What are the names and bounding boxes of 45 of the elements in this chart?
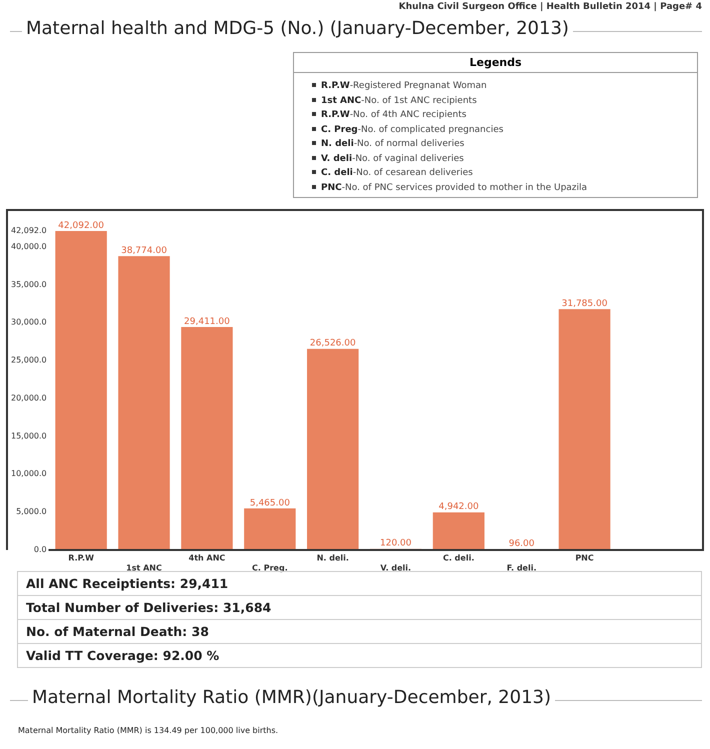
data-label: 26,526.00 <box>310 338 356 349</box>
text: All ANC Receiptients: 29,411 <box>17 571 702 596</box>
y-tick-label: 30,000.0 <box>11 318 47 327</box>
data-label: 4,942.00 <box>438 502 479 512</box>
data-label: 31,785.00 <box>562 298 608 309</box>
x-tick-label: C. deli. <box>442 554 474 563</box>
text: Maternal Mortality Ratio (MMR)(January-December, 2013) <box>28 687 556 708</box>
y-tick-label: 15,000.0 <box>11 431 47 440</box>
y-tick-label: 42,092.0 <box>11 226 47 236</box>
text: R.P.W-Registered Pregnanat Woman <box>320 80 488 93</box>
x-tick-label: 1st ANC <box>126 563 162 572</box>
text: Total Number of Deliveries: 31,684 <box>17 596 702 620</box>
data-label: 29,411.00 <box>184 316 230 327</box>
y-tick-label: 10,000.0 <box>11 469 47 478</box>
text: R.P.W-No. of 4th ANC recipients <box>320 109 468 122</box>
data-label: 96.00 <box>508 538 535 549</box>
text: V. deli-No. of vaginal deliveries <box>320 152 465 166</box>
text: C. deli-No. of cesarean deliveries <box>320 167 474 180</box>
y-tick-label: 40,000.0 <box>11 242 47 251</box>
y-tick-label: 5,000.0 <box>16 507 47 516</box>
chart-title: Maternal health and MDG-5 (No.) (January-December, 2013) <box>22 18 573 39</box>
y-tick-label: 0.0 <box>34 544 47 554</box>
legend-title: Legends <box>294 53 697 73</box>
data-label: 5,465.00 <box>250 498 290 508</box>
data-label: 42,092.00 <box>58 220 104 231</box>
y-tick-label: 25,000.0 <box>11 356 47 365</box>
x-tick-label: N. deli. <box>316 554 349 563</box>
x-tick-label: 4th ANC <box>188 554 226 563</box>
text: 1st ANC-No. of 1st ANC recipients <box>320 94 478 108</box>
data-label: 120.00 <box>380 538 412 549</box>
y-tick-label: 20,000.0 <box>11 393 47 402</box>
text: N. deli-No. of normal deliveries <box>320 138 466 151</box>
text: Maternal Mortality Ratio (MMR) is 134.49 per 100,000 live births. <box>18 726 278 735</box>
x-tick-label: PNC <box>575 554 594 563</box>
x-tick-label: R.P.W <box>68 554 94 563</box>
x-tick-label: C. Preg. <box>252 563 288 572</box>
text: C. Preg-No. of complicated pregnancies <box>320 124 504 136</box>
y-tick-label: 35,000.0 <box>11 280 47 289</box>
text: Khulna Civil Surgeon Office | Health Bulletin 2014 | Page# 4 <box>398 2 702 12</box>
text: Valid TT Coverage: 92.00 % <box>17 644 702 668</box>
x-tick-label: F. deli. <box>506 563 537 572</box>
x-tick-label: V. deli. <box>380 563 412 572</box>
text: No. of Maternal Death: 38 <box>17 620 702 644</box>
text: PNC-No. of PNC services provided to mother in the Upazila <box>320 182 588 194</box>
data-label: 38,774.00 <box>121 246 168 256</box>
